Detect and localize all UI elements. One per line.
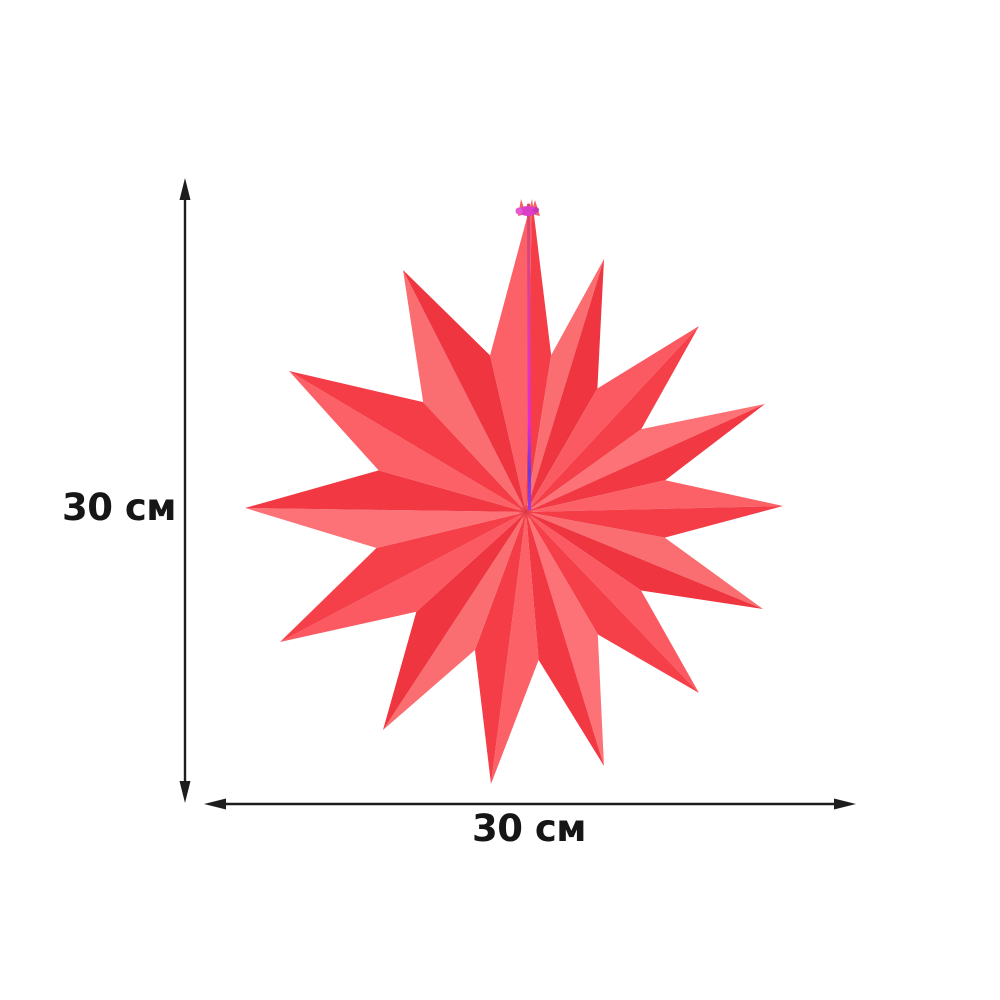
star-face xyxy=(526,404,765,512)
star-face xyxy=(526,512,763,609)
arrowhead-icon xyxy=(204,798,226,810)
star-face xyxy=(245,508,526,548)
star-face xyxy=(490,199,532,512)
star-face xyxy=(280,512,526,642)
height-dimension-arrow xyxy=(179,178,191,803)
star-face xyxy=(526,259,604,512)
star-face xyxy=(526,199,552,512)
star-face xyxy=(383,512,526,730)
star-face xyxy=(526,512,604,766)
hanging-string xyxy=(527,203,531,511)
knot-loop xyxy=(515,207,523,215)
star-face xyxy=(526,326,699,512)
star-face xyxy=(491,512,539,784)
knot-body xyxy=(519,206,537,216)
arrowhead-icon xyxy=(179,178,191,200)
star-face xyxy=(526,512,699,693)
hanging-string-line xyxy=(527,203,531,511)
star-face xyxy=(245,470,526,512)
width-dimension-label: 30 см xyxy=(471,806,587,850)
width-dimension-arrow xyxy=(204,798,856,810)
paper-star xyxy=(245,199,783,784)
star-face xyxy=(474,512,526,784)
star-face xyxy=(526,480,783,512)
height-dimension-label: 30 см xyxy=(61,485,177,529)
star-face xyxy=(526,506,783,538)
knot-loop xyxy=(533,207,539,213)
star-face xyxy=(403,270,526,512)
arrowhead-icon xyxy=(834,798,856,810)
arrowhead-icon xyxy=(179,781,191,803)
star-face xyxy=(289,371,526,512)
string-knot xyxy=(515,206,539,216)
